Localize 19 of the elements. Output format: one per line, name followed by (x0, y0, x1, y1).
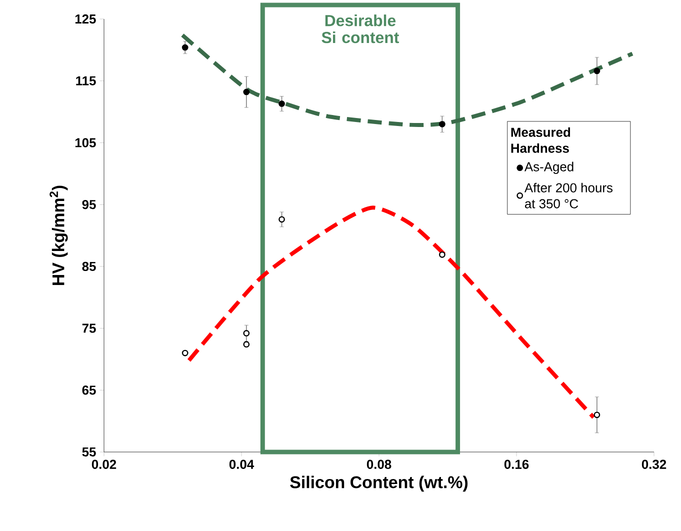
x-tick-label: 0.08 (366, 460, 392, 469)
y-tick-label: 55 (82, 447, 96, 457)
x-axis-title: Silicon Content (wt.%) (290, 476, 468, 492)
legend-label: As-Aged (524, 162, 574, 174)
x-tick-label: 0.02 (92, 460, 116, 469)
y-tick-label: 105 (75, 138, 96, 148)
y-tick-label: 85 (82, 262, 96, 272)
y-tick-label: 75 (82, 324, 96, 333)
y-axis-title: HV (kg/mm$^{2}$) (50, 186, 68, 285)
y-tick-label: 125 (75, 14, 96, 24)
x-tick-label: 0.16 (504, 460, 529, 469)
x-tick-label: 0.32 (642, 460, 666, 469)
y-tick-label: 65 (82, 386, 96, 395)
band-label: Desirable Si content (322, 14, 399, 44)
x-tick-label: 0.04 (229, 460, 254, 469)
legend-label: After 200 hours at 350 °C (524, 182, 613, 208)
y-tick-label: 115 (76, 76, 96, 86)
y-tick-label: 95 (82, 200, 96, 210)
legend-title: Measured Hardness (511, 127, 570, 153)
